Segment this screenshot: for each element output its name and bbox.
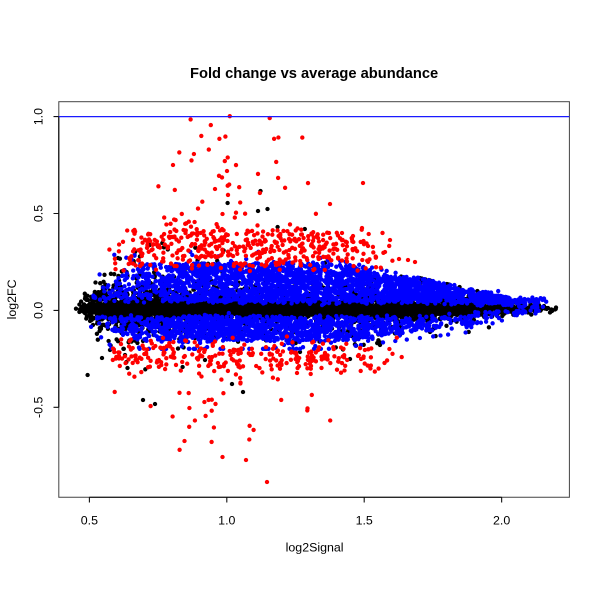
- svg-text:0.5: 0.5: [32, 205, 46, 222]
- svg-text:0.0: 0.0: [32, 302, 46, 319]
- svg-text:Fold change vs average abundan: Fold change vs average abundance: [190, 66, 438, 82]
- svg-text:-0.5: -0.5: [32, 397, 46, 418]
- svg-text:0.5: 0.5: [81, 514, 98, 528]
- svg-text:2.0: 2.0: [493, 514, 510, 528]
- svg-text:log2Signal: log2Signal: [286, 540, 344, 554]
- svg-text:1.0: 1.0: [32, 108, 46, 125]
- svg-text:1.0: 1.0: [218, 514, 235, 528]
- svg-text:1.5: 1.5: [356, 514, 373, 528]
- svg-text:log2FC: log2FC: [5, 279, 19, 319]
